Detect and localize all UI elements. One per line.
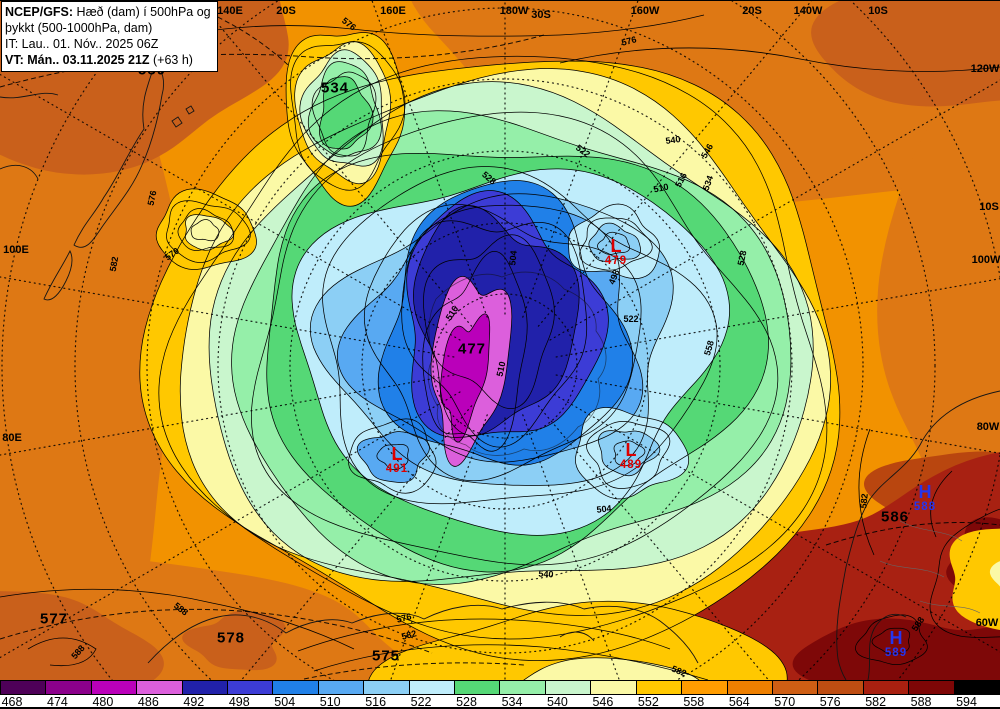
colorbar-tick-label: 486 — [137, 695, 159, 709]
colorbar-segment — [818, 680, 864, 695]
colorbar-segment — [500, 680, 546, 695]
colorbar-tick-label: 534 — [501, 695, 523, 709]
title-box: NCEP/GFS: Hæð (dam) í 500hPa og þykkt (5… — [1, 1, 218, 72]
colorbar-tick-label: 540 — [547, 695, 568, 709]
colorbar-tick-label: 480 — [92, 695, 114, 709]
colorbar-tick-label: 546 — [592, 695, 614, 709]
colorbar-segment — [137, 680, 183, 695]
colorbar-tick-label: 492 — [183, 695, 205, 709]
colorbar-tick-label: 558 — [683, 695, 705, 709]
colorbar-tick-label: 504 — [274, 695, 296, 709]
title-line-4: VT: Mán.. 03.11.2025 21Z (+63 h) — [5, 52, 211, 68]
colorbar-segment — [863, 680, 910, 695]
colorbar-tick-label: 510 — [319, 695, 341, 709]
colorbar-segment — [273, 680, 319, 695]
colorbar-segment — [591, 680, 637, 695]
forecast-hour: (+63 h) — [149, 53, 193, 67]
colorbar-tick-label: 570 — [774, 695, 796, 709]
title-line-1: NCEP/GFS: Hæð (dam) í 500hPa og — [5, 4, 211, 20]
colorbar-segment — [727, 680, 773, 695]
weather-map — [0, 1, 1000, 680]
valid-time: VT: Mán.. 03.11.2025 21Z — [5, 53, 150, 67]
colorbar-tick-label: 474 — [47, 695, 68, 709]
field-description: Hæð (dam) í 500hPa og — [73, 5, 211, 19]
colorbar-tick-label: 588 — [910, 695, 932, 709]
colorbar-legend: 468 474 480 486 492 498 504 510 516 522 528 534 540 5… — [0, 680, 1000, 709]
colorbar-segment — [545, 680, 592, 695]
colorbar-segment — [46, 680, 92, 695]
colorbar-segment — [409, 680, 456, 695]
colorbar-segment — [682, 680, 728, 695]
colorbar-tick-label: 552 — [637, 695, 659, 709]
colorbar-segment — [318, 680, 365, 695]
colorbar-tick-label: 576 — [819, 695, 841, 709]
init-time: IT: Lau.. 01. Nóv.. 2025 06Z — [5, 37, 159, 51]
colorbar-tick-label: 528 — [456, 695, 477, 709]
model-name: NCEP/GFS: — [5, 5, 74, 19]
colorbar-bottom-border — [0, 707, 1000, 709]
colorbar-tick-label: 582 — [865, 695, 887, 709]
colorbar-tick-label: 522 — [410, 695, 432, 709]
colorbar-tick-label: 468 — [1, 695, 23, 709]
colorbar-segment — [228, 680, 274, 695]
colorbar-segment — [636, 680, 683, 695]
colorbar-tick-label: 498 — [228, 695, 250, 709]
colorbar-segment — [91, 680, 138, 695]
colorbar-tick-label: 516 — [365, 695, 387, 709]
colorbar-segment — [954, 680, 1000, 695]
colorbar-tick-label: 564 — [728, 695, 750, 709]
colorbar-segment — [909, 680, 955, 695]
colorbar-strip — [0, 680, 1000, 695]
title-line-2: þykkt (500-1000hPa, dam) — [5, 21, 153, 35]
colorbar-segment — [182, 680, 229, 695]
colorbar-segment — [772, 680, 819, 695]
colorbar-segment — [364, 680, 410, 695]
colorbar-tick-label: 594 — [956, 695, 977, 709]
colorbar-segment — [455, 680, 501, 695]
colorbar-segment — [0, 680, 47, 695]
